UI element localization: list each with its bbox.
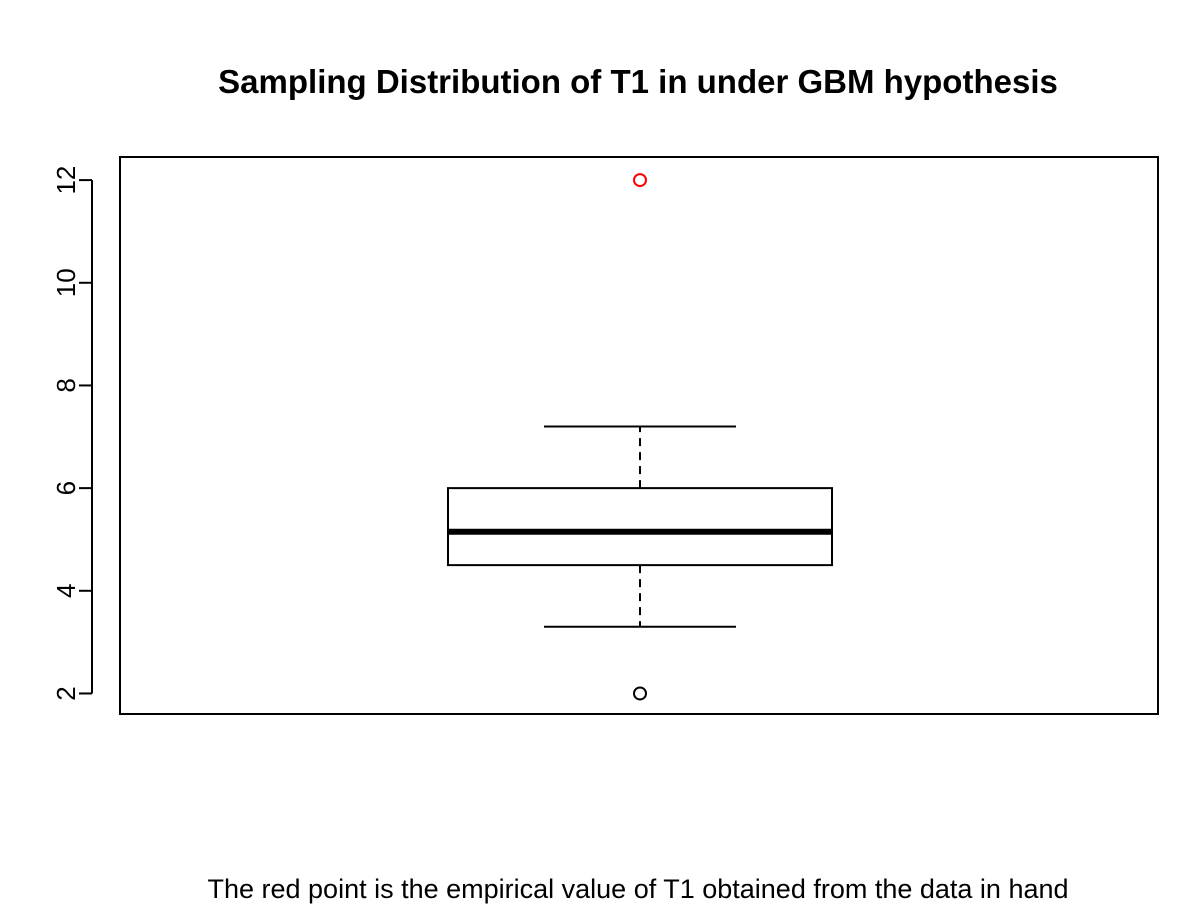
outlier-point <box>633 686 647 701</box>
y-tick-label: 4 <box>51 584 81 598</box>
y-axis: 2 4 6 8 10 12 <box>51 166 93 701</box>
y-tick-label: 12 <box>51 166 81 195</box>
chart-caption: The red point is the empirical value of … <box>207 874 1068 904</box>
y-tick-label: 10 <box>51 268 81 297</box>
data-points <box>633 173 647 701</box>
empirical-point <box>633 173 647 188</box>
interquartile-box <box>447 487 833 567</box>
y-tick-label: 6 <box>51 481 81 495</box>
plot-frame <box>119 156 1159 715</box>
y-tick-label: 2 <box>51 686 81 700</box>
chart-title: Sampling Distribution of T1 in under GBM… <box>218 63 1058 100</box>
y-tick-label: 8 <box>51 378 81 392</box>
boxplot <box>447 425 833 628</box>
